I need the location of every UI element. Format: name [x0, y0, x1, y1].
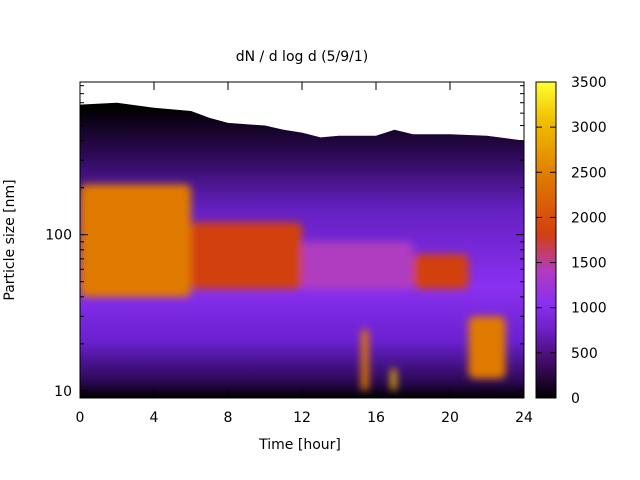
x-tick-label: 8: [224, 410, 233, 426]
heatmap-region: [191, 222, 302, 289]
heatmap-field: [80, 82, 524, 398]
heatmap-region: [413, 254, 469, 289]
colorbar-tick-label: 500: [571, 346, 598, 362]
heatmap-region: [302, 241, 413, 289]
chart-title: dN / d log d (5/9/1): [236, 49, 369, 65]
y-axis-label: Particle size [nm]: [2, 179, 18, 300]
y-tick-label: 100: [45, 228, 72, 244]
x-tick-label: 4: [150, 410, 159, 426]
colorbar: [535, 81, 557, 399]
x-tick-label: 12: [293, 410, 311, 426]
colorbar-tick-label: 2000: [571, 210, 607, 226]
out-of-range-mask: [80, 82, 524, 141]
heatmap-region: [361, 328, 369, 391]
colorbar-tick-label: 1500: [571, 256, 607, 272]
x-axis-label: Time [hour]: [258, 437, 341, 453]
heatmap-region: [80, 184, 191, 297]
heatmap-region: [468, 316, 506, 379]
x-tick-label: 16: [367, 410, 385, 426]
x-tick-label: 0: [76, 410, 85, 426]
x-tick-label: 24: [515, 410, 533, 426]
heatmap-region: [390, 368, 397, 391]
y-tick-label: 10: [54, 384, 72, 400]
colorbar-tick-label: 0: [571, 391, 580, 407]
colorbar-tick-label: 2500: [571, 165, 607, 181]
colorbar-tick-label: 3500: [571, 75, 607, 91]
x-tick-label: 20: [441, 410, 459, 426]
colorbar-tick-label: 1000: [571, 301, 607, 317]
colorbar-tick-label: 3000: [571, 120, 607, 136]
